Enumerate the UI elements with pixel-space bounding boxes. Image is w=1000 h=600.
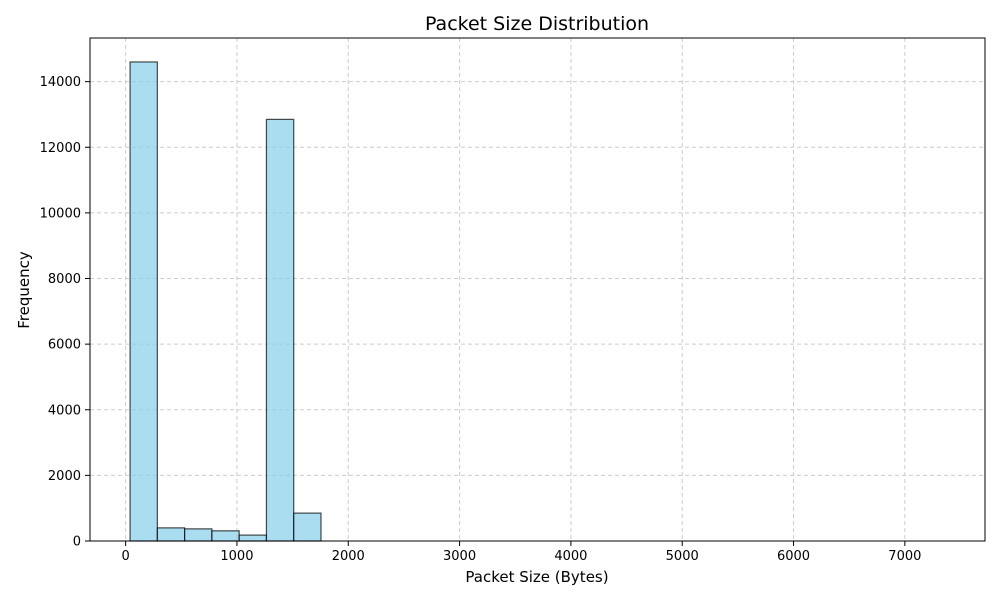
x-tick-label: 0 — [121, 549, 129, 564]
grid-layer — [90, 38, 985, 542]
histogram-bar — [184, 528, 213, 542]
chart-title: Packet Size Distribution — [425, 13, 649, 35]
histogram-bar — [238, 534, 268, 542]
x-tick-label: 1000 — [220, 549, 253, 564]
histogram-bar — [156, 527, 186, 542]
y-axis-label: Frequency — [15, 251, 33, 329]
x-axis-label: Packet Size (Bytes) — [465, 568, 608, 586]
y-tick-label: 8000 — [48, 272, 81, 287]
histogram-bar — [293, 512, 322, 542]
x-axis-ticks: 0 1000 2000 3000 4000 5000 6000 7000 — [121, 541, 921, 564]
x-tick-label: 3000 — [443, 549, 476, 564]
histogram-bar — [211, 530, 240, 542]
x-tick-label: 5000 — [666, 549, 699, 564]
y-tick-label: 4000 — [48, 403, 81, 418]
y-tick-label: 10000 — [40, 206, 81, 221]
y-axis-ticks: 0 2000 4000 6000 8000 10000 12000 14000 — [40, 75, 90, 550]
y-tick-label: 14000 — [40, 75, 81, 90]
x-tick-label: 4000 — [554, 549, 587, 564]
y-tick-label: 6000 — [48, 338, 81, 353]
y-tick-label: 12000 — [40, 141, 81, 156]
histogram-bar — [129, 61, 158, 542]
x-tick-label: 6000 — [777, 549, 810, 564]
histogram-bar — [265, 118, 295, 542]
y-tick-label: 0 — [73, 535, 81, 550]
bars-layer — [129, 61, 322, 542]
plot-frame — [89, 37, 986, 542]
y-tick-label: 2000 — [48, 469, 81, 484]
x-tick-label: 7000 — [888, 549, 921, 564]
x-tick-label: 2000 — [332, 549, 365, 564]
